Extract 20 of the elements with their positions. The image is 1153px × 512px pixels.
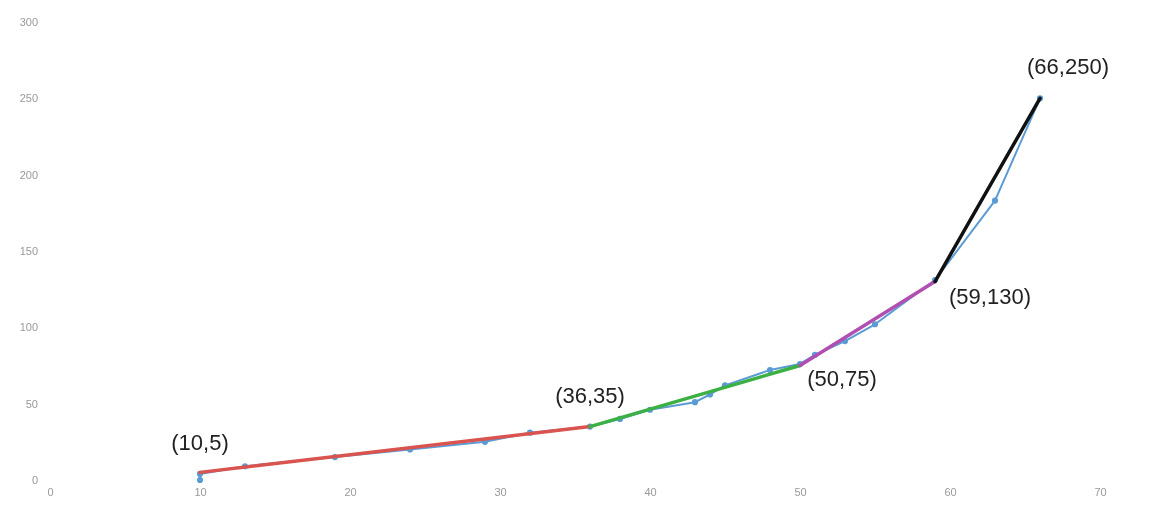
annotation: (66,250) — [1027, 54, 1109, 80]
x-tick-label: 40 — [644, 485, 657, 498]
x-tick-label: 20 — [344, 485, 357, 498]
x-tick-label: 0 — [47, 485, 54, 498]
annotation: (36,35) — [555, 382, 625, 408]
y-tick-label: 300 — [19, 16, 38, 29]
y-tick-label: 50 — [25, 397, 38, 410]
x-tick-label: 60 — [944, 485, 957, 498]
y-tick-label: 250 — [19, 92, 38, 105]
annotation: (50,75) — [807, 365, 877, 391]
y-tick-label: 0 — [31, 474, 38, 487]
y-tick-label: 100 — [19, 321, 38, 334]
y-tick-label: 200 — [19, 168, 38, 181]
x-tick-label: 30 — [494, 485, 507, 498]
annotation: (59,130) — [949, 283, 1031, 309]
x-tick-label: 50 — [794, 485, 807, 498]
x-tick-label: 70 — [1094, 485, 1107, 498]
x-tick-label: 10 — [194, 485, 207, 498]
annotation: (10,5) — [171, 430, 229, 456]
y-tick-label: 150 — [19, 245, 38, 258]
